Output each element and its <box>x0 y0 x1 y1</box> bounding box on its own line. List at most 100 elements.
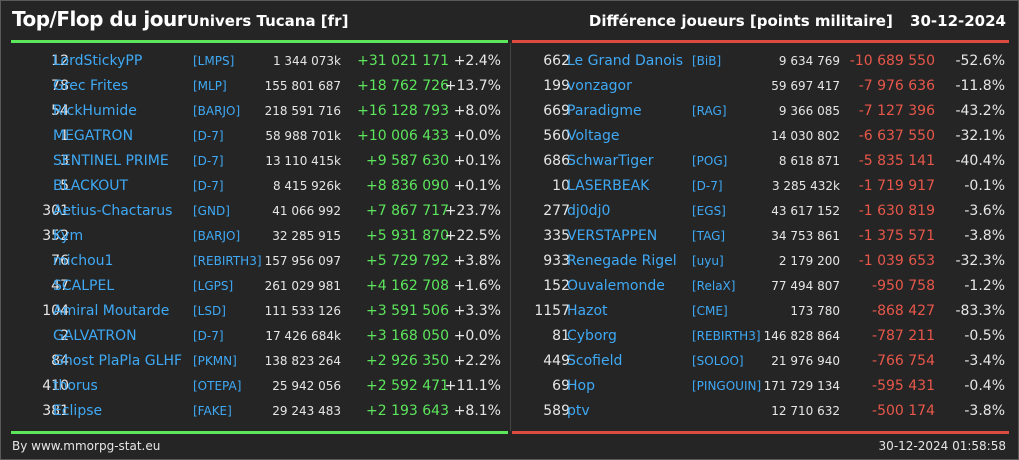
alliance-tag-link[interactable]: [OTEPA] <box>193 379 242 393</box>
points-difference: -6 637 550 <box>858 128 935 144</box>
military-points: 43 617 152 <box>771 204 840 218</box>
points-difference: +5 931 870 <box>366 228 449 244</box>
alliance-tag-link[interactable]: [EGS] <box>692 204 726 218</box>
alliance-tag-link[interactable]: [LMPS] <box>193 54 235 68</box>
alliance-tag-link[interactable]: [GND] <box>193 204 230 218</box>
points-difference: +16 128 793 <box>357 103 449 119</box>
points-difference: +31 021 171 <box>357 53 449 69</box>
military-points: 12 710 632 <box>771 404 840 418</box>
player-name-link[interactable]: Cyborg <box>567 328 617 344</box>
player-rank: 76 <box>51 253 69 269</box>
percent-change: +11.1% <box>444 378 501 394</box>
points-difference: -787 211 <box>872 328 935 344</box>
alliance-tag-link[interactable]: [D-7] <box>193 329 224 343</box>
player-name-link[interactable]: SENTINEL PRIME <box>53 153 169 169</box>
alliance-tag-link[interactable]: [BiB] <box>692 54 722 68</box>
alliance-tag-link[interactable]: [MLP] <box>193 79 227 93</box>
military-points: 32 285 915 <box>272 229 341 243</box>
military-points: 29 243 483 <box>272 404 341 418</box>
player-name-link[interactable]: Hazot <box>567 303 608 319</box>
player-name-link[interactable]: RickHumide <box>53 103 137 119</box>
alliance-tag-link[interactable]: [D-7] <box>692 179 723 193</box>
player-rank: 104 <box>42 303 69 319</box>
player-rank: 560 <box>543 128 570 144</box>
top-row: 352 Kym [BARJO] 32 285 915 +5 931 870 +22.5% <box>11 224 509 249</box>
player-name-link[interactable]: LASERBEAK <box>567 178 650 194</box>
player-name-link[interactable]: Aetius-Chactarus <box>53 203 173 219</box>
player-name-link[interactable]: Scofield <box>567 353 623 369</box>
player-name-link[interactable]: Renegade Rigel <box>567 253 677 269</box>
alliance-tag-link[interactable]: [BARJO] <box>193 229 241 243</box>
percent-change: +3.3% <box>453 303 501 319</box>
alliance-tag-link[interactable]: [PKMN] <box>193 354 237 368</box>
alliance-tag-link[interactable]: [TAG] <box>692 229 726 243</box>
points-difference: +4 162 708 <box>366 278 449 294</box>
military-points: 8 618 871 <box>778 154 840 168</box>
player-name-link[interactable]: VERSTAPPEN <box>567 228 658 244</box>
player-rank: 301 <box>42 203 69 219</box>
alliance-tag-link[interactable]: [BARJO] <box>193 104 241 118</box>
alliance-tag-link[interactable]: [SOLOO] <box>692 354 744 368</box>
percent-change: -3.6% <box>964 203 1005 219</box>
alliance-tag-link[interactable]: [FAKE] <box>193 404 232 418</box>
alliance-tag-link[interactable]: [D-7] <box>193 179 224 193</box>
alliance-tag-link[interactable]: [PINGOUIN] <box>692 379 762 393</box>
alliance-tag-link[interactable]: [POG] <box>692 154 728 168</box>
player-name-link[interactable]: Hop <box>567 378 595 394</box>
alliance-tag-link[interactable]: [CME] <box>692 304 728 318</box>
player-name-link[interactable]: SchwarTiger <box>567 153 654 169</box>
flop-row: 199 vonzagor 59 697 417 -7 976 636 -11.8% <box>513 74 1011 99</box>
header-info: Différence joueurs [points militaire] 30… <box>589 12 1006 30</box>
alliance-tag-link[interactable]: [D-7] <box>193 129 224 143</box>
percent-change: -52.6% <box>955 53 1005 69</box>
player-name-link[interactable]: Le Grand Danois <box>567 53 683 69</box>
flop-section-bar <box>512 40 1009 43</box>
alliance-tag-link[interactable]: [REBIRTH3] <box>692 329 761 343</box>
player-name-link[interactable]: SCALPEL <box>53 278 115 294</box>
page-title: Top/Flop du jour <box>12 7 187 31</box>
points-difference: -1 375 571 <box>858 228 935 244</box>
alliance-tag-link[interactable]: [REBIRTH3] <box>193 254 262 268</box>
player-name-link[interactable]: ptv <box>567 403 590 419</box>
alliance-tag-link[interactable]: [RAG] <box>692 104 727 118</box>
player-name-link[interactable]: BLACKOUT <box>53 178 129 194</box>
player-name-link[interactable]: vonzagor <box>567 78 632 94</box>
player-name-link[interactable]: Ghost PlaPla GLHF <box>53 353 183 369</box>
points-difference: -1 039 653 <box>858 253 935 269</box>
player-name-link[interactable]: Kym <box>53 228 84 244</box>
player-name-link[interactable]: MEGATRON <box>53 128 134 144</box>
player-rank: 277 <box>543 203 570 219</box>
player-name-link[interactable]: Paradigme <box>567 103 642 119</box>
player-name-link[interactable]: Amiral Moutarde <box>53 303 170 319</box>
flop-row: 449 Scofield [SOLOO] 21 976 940 -766 754 -3.4… <box>513 349 1011 374</box>
percent-change: +23.7% <box>444 203 501 219</box>
player-name-link[interactable]: Grec Frites <box>53 78 129 94</box>
military-points: 13 110 415k <box>265 154 341 168</box>
top-section-bar <box>11 40 508 43</box>
player-name-link[interactable]: Ouvalemonde <box>567 278 665 294</box>
percent-change: -83.3% <box>955 303 1005 319</box>
alliance-tag-link[interactable]: [LSD] <box>193 304 226 318</box>
player-name-link[interactable]: LordStickyPP <box>53 53 143 69</box>
player-rank: 10 <box>552 178 570 194</box>
military-points: 1 344 073k <box>272 54 341 68</box>
alliance-tag-link[interactable]: [D-7] <box>193 154 224 168</box>
player-rank: 152 <box>543 278 570 294</box>
alliance-tag-link[interactable]: [RelaX] <box>692 279 736 293</box>
player-name-link[interactable]: dj0dj0 <box>567 203 611 219</box>
flop-row: 589 ptv 12 710 632 -500 174 -3.8% <box>513 399 1011 424</box>
percent-change: +8.0% <box>453 103 501 119</box>
percent-change: -0.1% <box>964 178 1005 194</box>
points-difference: -500 174 <box>872 403 935 419</box>
flop-list: 662 Le Grand Danois [BiB] 9 634 769 -10 689 … <box>513 49 1011 424</box>
player-name-link[interactable]: michou1 <box>53 253 114 269</box>
player-name-link[interactable]: Voltage <box>567 128 620 144</box>
percent-change: +0.1% <box>453 178 501 194</box>
player-name-link[interactable]: GALVATRON <box>53 328 137 344</box>
alliance-tag-link[interactable]: [LGPS] <box>193 279 234 293</box>
player-name-link[interactable]: Eclipse <box>53 403 103 419</box>
player-rank: 1 <box>60 128 69 144</box>
points-difference: -595 431 <box>872 378 935 394</box>
alliance-tag-link[interactable]: [uyu] <box>692 254 724 268</box>
player-name-link[interactable]: thorus <box>53 378 98 394</box>
